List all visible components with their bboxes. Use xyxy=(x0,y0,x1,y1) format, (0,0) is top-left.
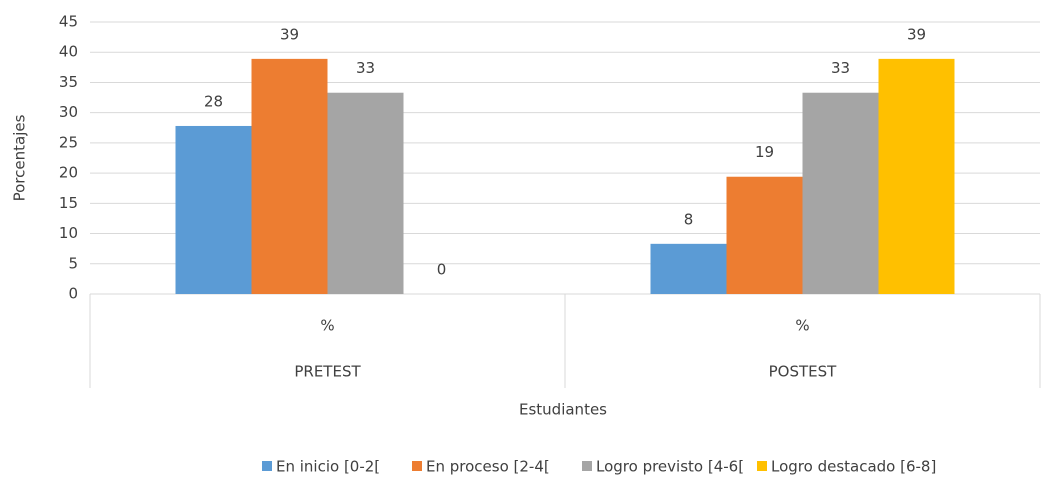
legend-label: Logro destacado [6-8] xyxy=(771,458,936,476)
bar xyxy=(327,92,404,294)
legend-swatch xyxy=(582,461,592,471)
data-label: 33 xyxy=(356,59,375,77)
legend-swatch xyxy=(412,461,422,471)
data-label: 19 xyxy=(755,143,774,161)
data-label: 39 xyxy=(280,25,299,43)
legend-swatch xyxy=(757,461,767,471)
y-tick-label: 5 xyxy=(68,254,78,272)
legend-swatch xyxy=(262,461,272,471)
y-tick-label: 35 xyxy=(59,73,78,91)
data-label: 33 xyxy=(831,59,850,77)
y-tick-label: 25 xyxy=(59,133,78,151)
y-axis-title: Porcentajes xyxy=(11,114,29,201)
group-label: POSTEST xyxy=(769,363,838,381)
y-tick-label: 20 xyxy=(59,164,78,182)
bar xyxy=(726,176,803,294)
bar xyxy=(878,58,955,295)
bar xyxy=(650,243,727,294)
data-label: 8 xyxy=(684,210,694,228)
x-axis-title: Estudiantes xyxy=(519,401,607,419)
legend-label: En inicio [0-2[ xyxy=(276,458,380,476)
y-tick-label: 10 xyxy=(59,224,78,242)
y-tick-label: 30 xyxy=(59,103,78,121)
bar xyxy=(802,92,879,294)
x-tick-label: % xyxy=(795,317,809,335)
data-label: 28 xyxy=(204,92,223,110)
group-label: PRETEST xyxy=(294,363,361,381)
legend-label: En proceso [2-4[ xyxy=(426,458,550,476)
legend-label: Logro previsto [4-6[ xyxy=(596,458,744,476)
x-tick-label: % xyxy=(320,317,334,335)
data-label: 0 xyxy=(437,261,447,279)
y-tick-label: 45 xyxy=(59,13,78,31)
bar xyxy=(175,125,252,294)
data-label: 39 xyxy=(907,25,926,43)
y-tick-label: 0 xyxy=(68,285,78,303)
bar xyxy=(251,58,328,295)
y-tick-label: 40 xyxy=(59,43,78,61)
y-tick-label: 15 xyxy=(59,194,78,212)
